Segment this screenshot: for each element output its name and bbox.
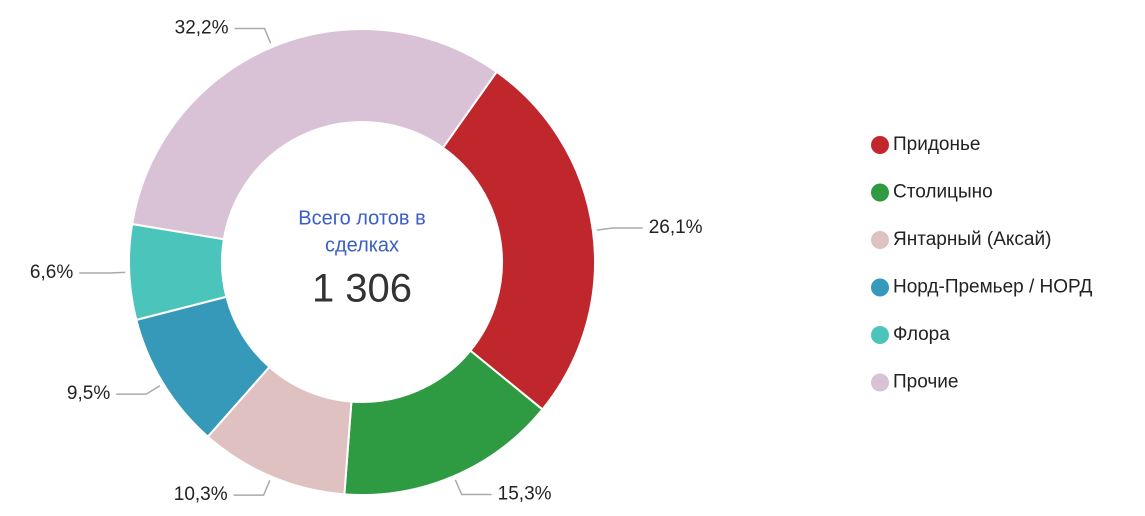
data-label: 32,2% xyxy=(175,18,229,39)
legend-label: Янтарный (Аксай) xyxy=(893,229,1051,250)
center-text: сделках xyxy=(325,234,399,256)
data-label: 6,6% xyxy=(30,262,73,283)
slice xyxy=(130,28,499,241)
legend-label: Прочие xyxy=(893,372,958,393)
leader-line xyxy=(234,27,272,44)
legend-swatch xyxy=(871,183,889,202)
legend-swatch xyxy=(871,231,889,249)
data-label: 26,1% xyxy=(649,217,703,238)
leader-line xyxy=(454,479,492,496)
legend-label: Придонье xyxy=(893,134,980,155)
center-text: Всего лотов в xyxy=(298,207,425,229)
legend-label: Норд-Премьер / НОРД xyxy=(893,277,1092,298)
legend-label: Флора xyxy=(893,324,950,345)
legend-swatch xyxy=(871,373,889,392)
leader-line xyxy=(79,271,126,274)
data-label: 9,5% xyxy=(67,383,110,404)
leader-line xyxy=(116,385,161,395)
legend-swatch xyxy=(871,136,889,154)
slice xyxy=(441,70,596,411)
legend-label: Столицыно xyxy=(893,182,993,203)
legend-swatch xyxy=(871,278,889,297)
data-label: 10,3% xyxy=(174,484,228,505)
leader-line xyxy=(596,227,643,231)
data-label: 15,3% xyxy=(498,484,552,505)
leader-line xyxy=(233,480,271,496)
total: 1 306 xyxy=(312,267,412,311)
legend-swatch xyxy=(871,326,889,344)
